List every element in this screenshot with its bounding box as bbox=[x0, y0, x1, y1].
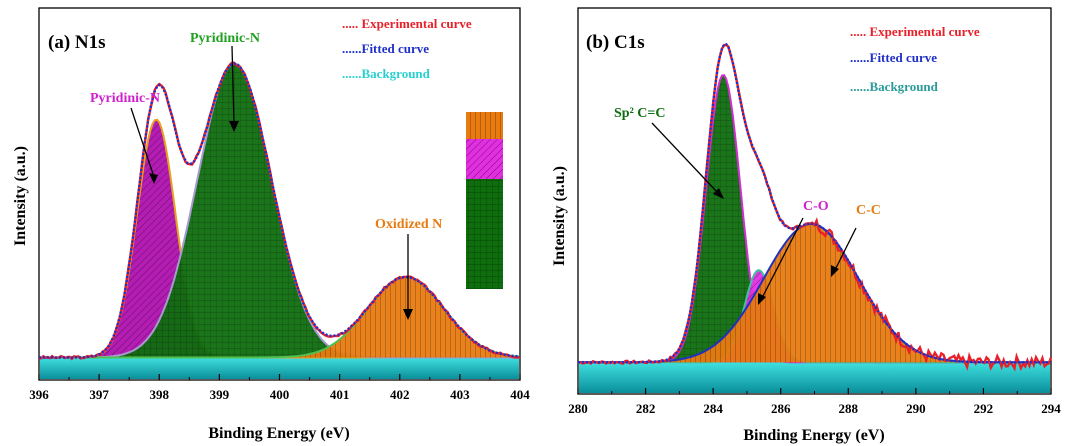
c1s-y-axis-title: Intensity (a.u.) bbox=[551, 166, 568, 266]
n1s-peak-1-fill bbox=[39, 119, 520, 358]
c1s-annotation-cc: C-C bbox=[856, 203, 881, 218]
n1s-annotation-oxidized: Oxidized N bbox=[375, 217, 442, 232]
c1s-x-tick-label: 286 bbox=[771, 401, 791, 416]
n1s-annotation-arrows bbox=[130, 45, 413, 320]
n1s-legend-experimental: ..... Experimental curve bbox=[342, 16, 472, 31]
n1s-annotation-pyridinic-1: Pyridinic-N bbox=[90, 91, 160, 106]
c1s-background-band bbox=[579, 362, 1050, 393]
n1s-legend-background: ......Background bbox=[342, 66, 431, 81]
c1s-peak-1-fill bbox=[578, 75, 1051, 363]
c1s-x-tick-label: 294 bbox=[1041, 401, 1061, 416]
c1s-x-tick-label: 288 bbox=[839, 401, 859, 416]
c1s-panel: 280 282 284 286 288 290 292 294 (b) C1s ..... E… bbox=[551, 7, 1061, 444]
n1s-fitted-curve bbox=[39, 62, 521, 359]
c1s-title: (b) C1s bbox=[586, 32, 645, 53]
n1s-legend-fitted: ......Fitted curve bbox=[342, 41, 429, 56]
c1s-peak-3-fill bbox=[578, 223, 1051, 363]
c1s-x-tick-label: 292 bbox=[974, 401, 994, 416]
c1s-legend-background: ......Background bbox=[850, 79, 939, 94]
n1s-panel: 396 397 398 399 400 401 402 403 404 (a) N1s ....… bbox=[12, 7, 530, 442]
n1s-x-tick-label: 397 bbox=[89, 387, 109, 402]
c1s-annotation-co: C-O bbox=[803, 199, 829, 214]
c1s-x-tick-label: 280 bbox=[568, 401, 588, 416]
n1s-title: (a) N1s bbox=[48, 32, 106, 53]
n1s-peak-3-fill bbox=[39, 277, 520, 358]
n1s-x-tick-label: 404 bbox=[510, 387, 530, 402]
n1s-background-band bbox=[40, 357, 519, 379]
n1s-x-tick-label: 398 bbox=[150, 387, 170, 402]
n1s-x-axis-title: Binding Energy (eV) bbox=[208, 425, 349, 442]
n1s-x-tick-label: 402 bbox=[390, 387, 410, 402]
c1s-legend: ..... Experimental curve ......Fitted cu… bbox=[850, 24, 980, 94]
c1s-fitted-curve bbox=[578, 43, 1051, 364]
n1s-x-tick-label: 400 bbox=[270, 387, 290, 402]
n1s-x-tick-label: 396 bbox=[29, 387, 49, 402]
c1s-x-tick-label: 282 bbox=[636, 401, 656, 416]
n1s-x-tick-label: 399 bbox=[210, 387, 230, 402]
n1s-peak-2-fill bbox=[39, 63, 520, 358]
n1s-legend: ..... Experimental curve ......Fitted cu… bbox=[342, 16, 472, 81]
c1s-x-axis-title: Binding Energy (eV) bbox=[743, 427, 884, 444]
c1s-x-tick-label: 284 bbox=[703, 401, 723, 416]
c1s-legend-fitted: ......Fitted curve bbox=[850, 50, 937, 65]
n1s-x-tick-label: 401 bbox=[330, 387, 350, 402]
n1s-inset-stripe bbox=[466, 112, 503, 289]
c1s-x-tick-label: 290 bbox=[906, 401, 926, 416]
n1s-x-tick-label: 403 bbox=[450, 387, 470, 402]
c1s-annotation-arrows bbox=[651, 122, 857, 305]
c1s-legend-experimental: ..... Experimental curve bbox=[850, 24, 980, 39]
n1s-annotation-pyridinic-2: Pyridinic-N bbox=[190, 31, 260, 46]
n1s-y-axis-title: Intensity (a.u.) bbox=[12, 146, 29, 246]
c1s-annotation-sp2: Sp² C=C bbox=[614, 106, 665, 121]
